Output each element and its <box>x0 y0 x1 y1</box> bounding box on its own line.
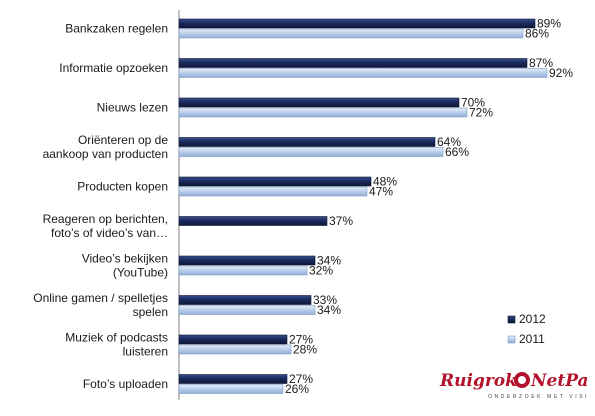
value-label-2012: 27% <box>289 333 313 347</box>
value-label-2011: 66% <box>445 145 469 159</box>
value-label-2012: 64% <box>437 135 461 149</box>
category-label: Video’s bekijken (YouTube) <box>82 252 168 280</box>
category-label-line: Online gamen / spelletjes <box>33 291 168 305</box>
value-label-2012: 48% <box>373 175 397 189</box>
bar-2012 <box>178 97 460 108</box>
category-label-line: Informatie opzoeken <box>59 61 168 75</box>
category-label: Oriënteren op de aankoop van producten <box>43 133 169 161</box>
category-label: Bankzaken regelen <box>65 22 168 36</box>
bar-2012 <box>178 255 316 266</box>
value-label-2011: 32% <box>309 264 333 278</box>
bar-2011 <box>178 28 524 39</box>
bar-2011 <box>178 147 444 157</box>
bar-2012 <box>178 58 528 68</box>
bar-2011 <box>178 186 368 197</box>
category-label-line: Video’s bekijken <box>82 252 168 266</box>
svg-text:Ruigrok: Ruigrok <box>439 371 517 391</box>
category-label-line: Bankzaken regelen <box>65 22 168 36</box>
bar-2011 <box>178 265 308 276</box>
category-label: Producten kopen <box>77 180 168 194</box>
category-label-line: Foto’s uploaden <box>83 377 168 391</box>
value-label-2012: 89% <box>537 17 561 31</box>
value-label-2012: 34% <box>317 254 341 268</box>
value-label-2012: 33% <box>313 293 337 307</box>
category-label-line: Muziek of podcasts <box>65 331 168 345</box>
value-label-2011: 86% <box>525 27 549 41</box>
category-label-line: Producten kopen <box>77 180 168 194</box>
category-label: Reageren op berichten, foto’s of video’s … <box>43 212 168 240</box>
ruigrok-netpanel-logo: Ruigrok NetPanel ONDERZOEK MET VISIE <box>439 371 588 400</box>
legend-swatch-2012 <box>507 315 516 324</box>
category-label-line: luisteren <box>123 345 168 359</box>
value-label-2012: 27% <box>289 372 313 386</box>
value-label-2012: 37% <box>329 214 353 228</box>
value-label-2012: 70% <box>461 96 485 110</box>
svg-text:ONDERZOEK MET VISIE: ONDERZOEK MET VISIE <box>488 394 588 400</box>
value-label-2011: 28% <box>293 343 317 357</box>
bar-2011 <box>178 107 468 118</box>
bar-2011 <box>178 68 548 78</box>
bar-2012 <box>178 334 288 345</box>
category-label-line: (YouTube) <box>113 266 168 280</box>
bar-2012 <box>178 18 536 29</box>
value-label-2011: 47% <box>369 185 393 199</box>
bar-2012 <box>178 374 288 384</box>
value-label-2011: 72% <box>469 106 493 120</box>
svg-text:NetPanel: NetPanel <box>530 371 588 391</box>
category-label: Online gamen / spelletjes spelen <box>33 291 168 319</box>
category-label-line: Reageren op berichten, <box>43 212 168 226</box>
category-label-line: foto’s of video’s van… <box>51 226 168 240</box>
value-label-2012: 87% <box>529 56 553 70</box>
category-label: Informatie opzoeken <box>59 61 168 75</box>
category-label: Nieuws lezen <box>97 101 168 115</box>
category-label-line: aankoop van producten <box>43 147 168 161</box>
category-label: Muziek of podcasts luisteren <box>65 331 168 359</box>
legend-label-2012: 2012 <box>519 312 546 326</box>
bar-2012 <box>178 216 328 226</box>
bar-2011 <box>178 384 284 394</box>
legend-swatch-2011 <box>507 335 516 344</box>
category-label: Foto’s uploaden <box>83 377 168 391</box>
category-label-line: Oriënteren op de <box>78 133 168 147</box>
bar-2012 <box>178 137 436 147</box>
value-label-2011: 26% <box>285 382 309 396</box>
bar-2012 <box>178 295 312 305</box>
value-label-2011: 34% <box>317 303 341 317</box>
legend-label-2011: 2011 <box>519 332 545 346</box>
category-label-line: spelen <box>133 305 168 319</box>
category-label-line: Nieuws lezen <box>97 101 168 115</box>
bar-2011 <box>178 344 292 355</box>
bar-2012 <box>178 176 372 187</box>
bar-2011 <box>178 305 316 315</box>
value-label-2011: 92% <box>549 66 573 80</box>
